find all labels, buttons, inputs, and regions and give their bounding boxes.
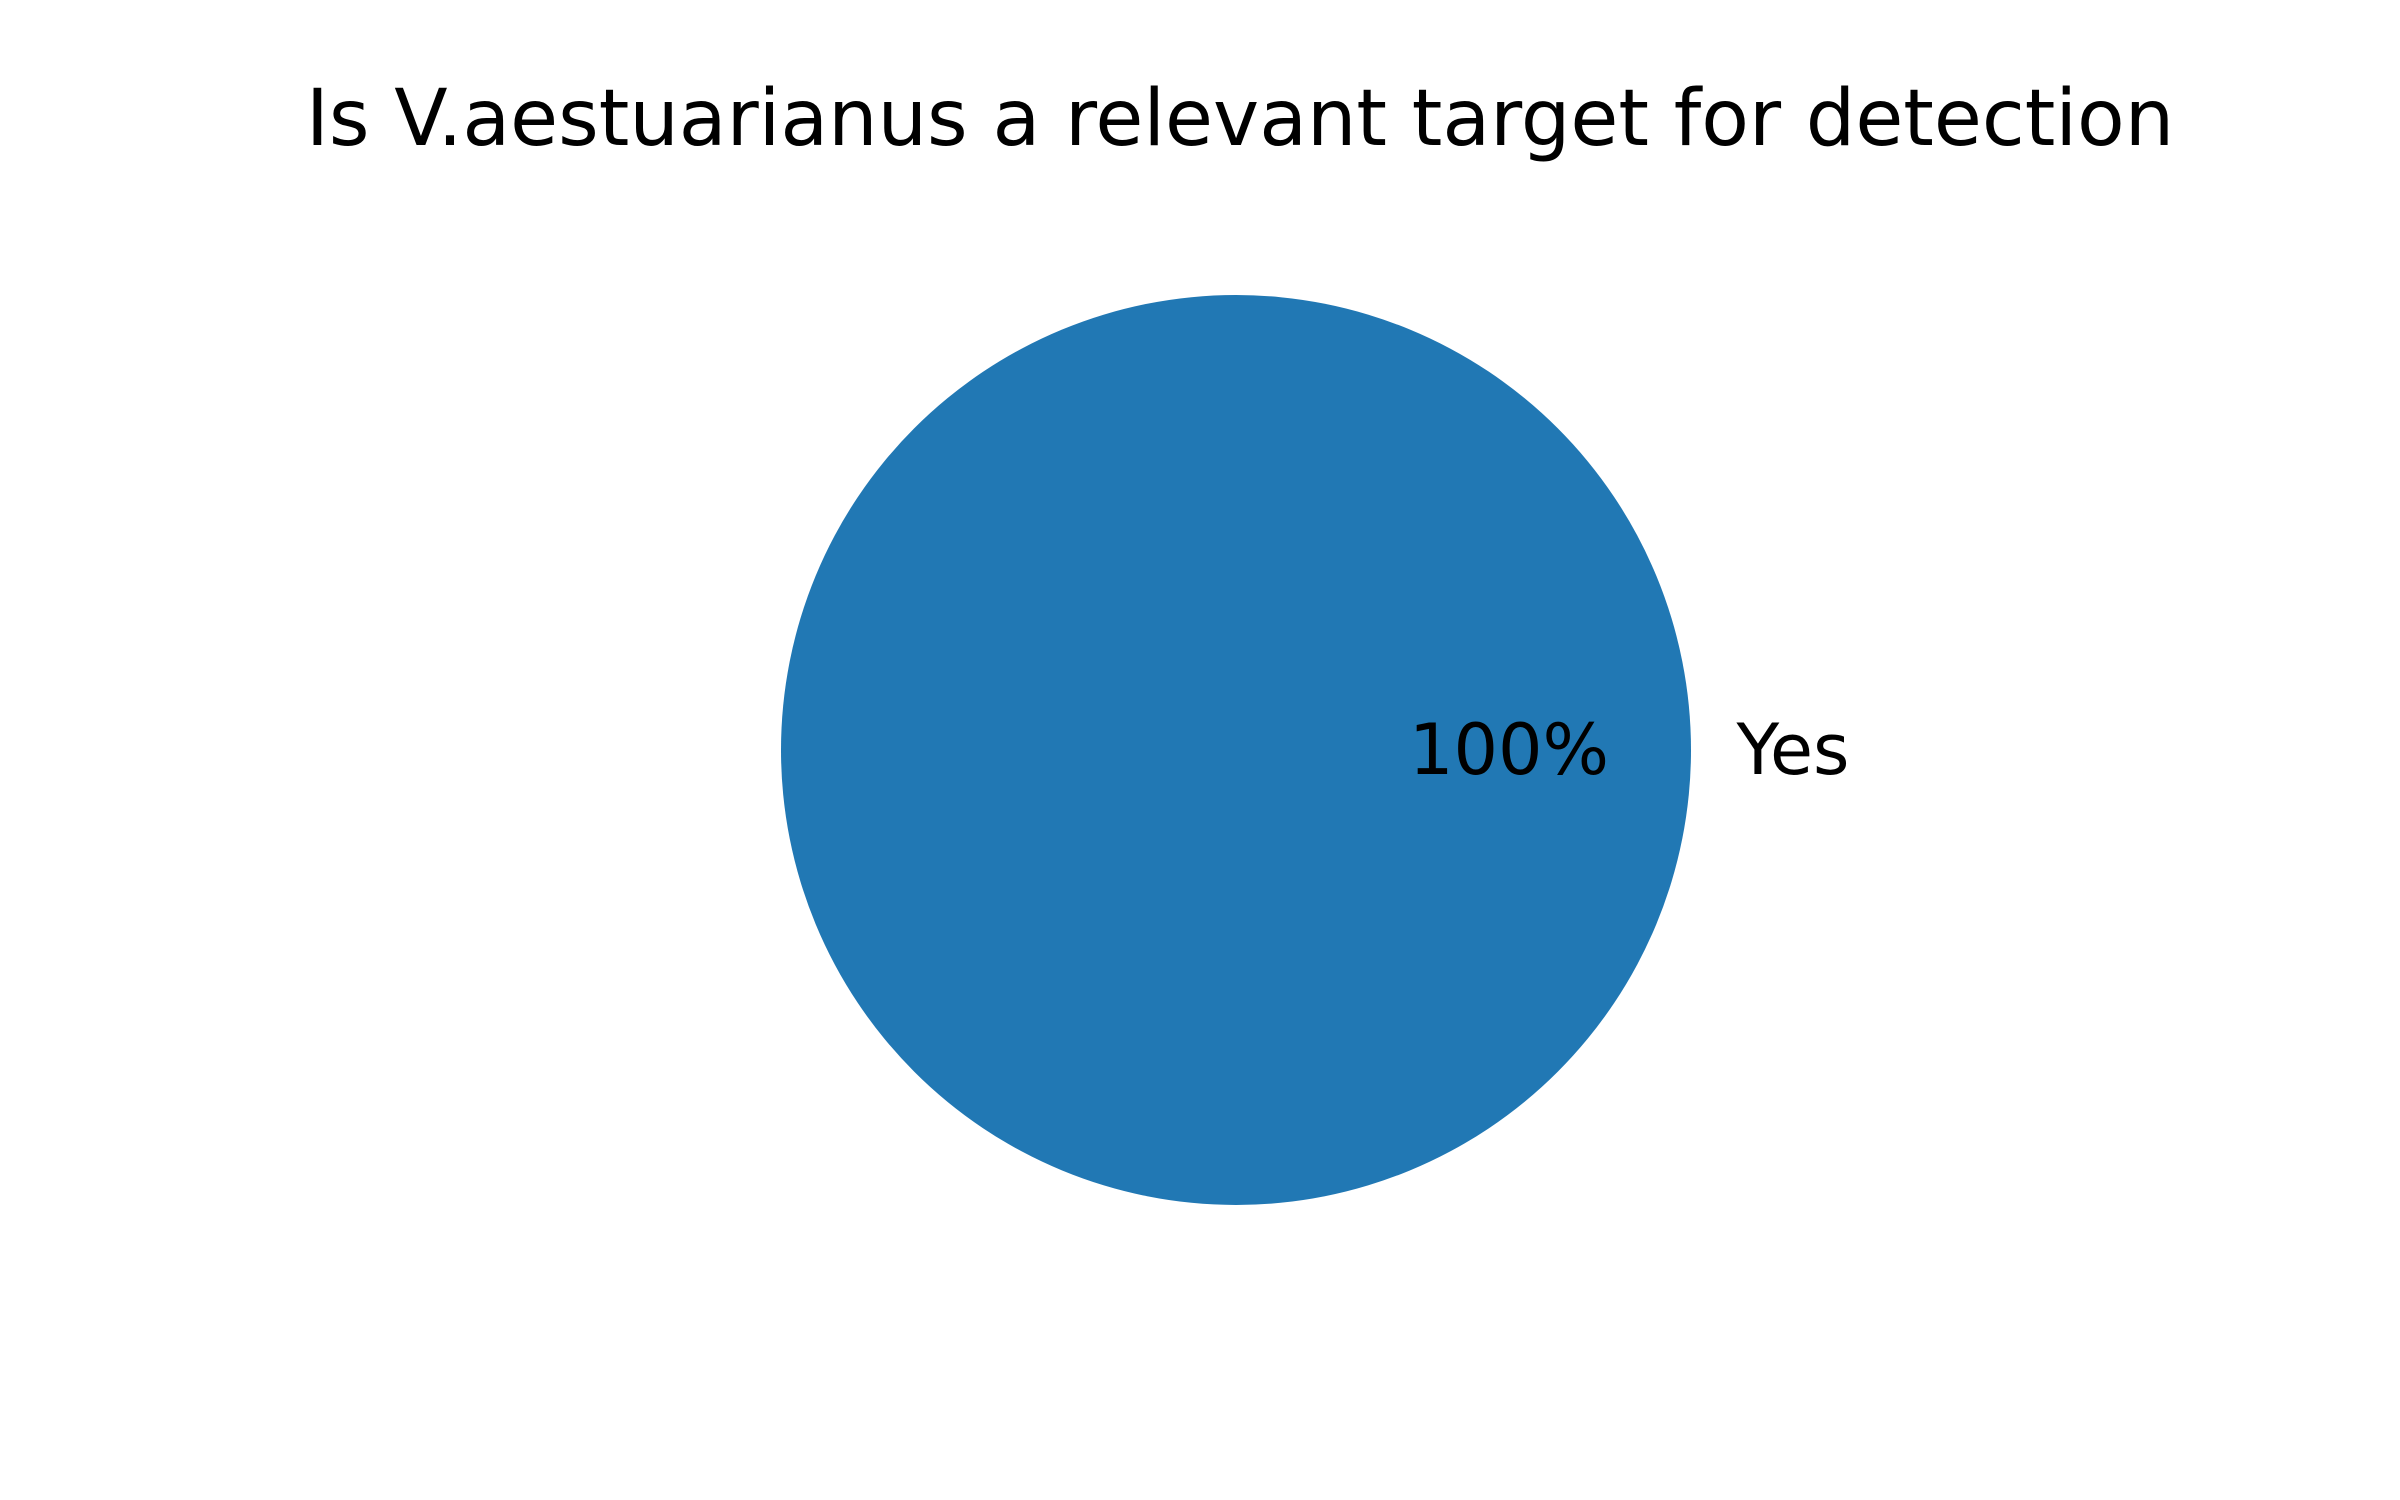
percent-label: 100% [1409, 709, 1609, 791]
chart-title: Is V.aestuarianus a relevant target for … [305, 74, 2175, 164]
pie-slices [781, 295, 1691, 1205]
pie-slice-yes [781, 295, 1691, 1205]
pie-labels: Yes 100% [1409, 709, 1850, 791]
slice-label: Yes [1736, 709, 1850, 791]
